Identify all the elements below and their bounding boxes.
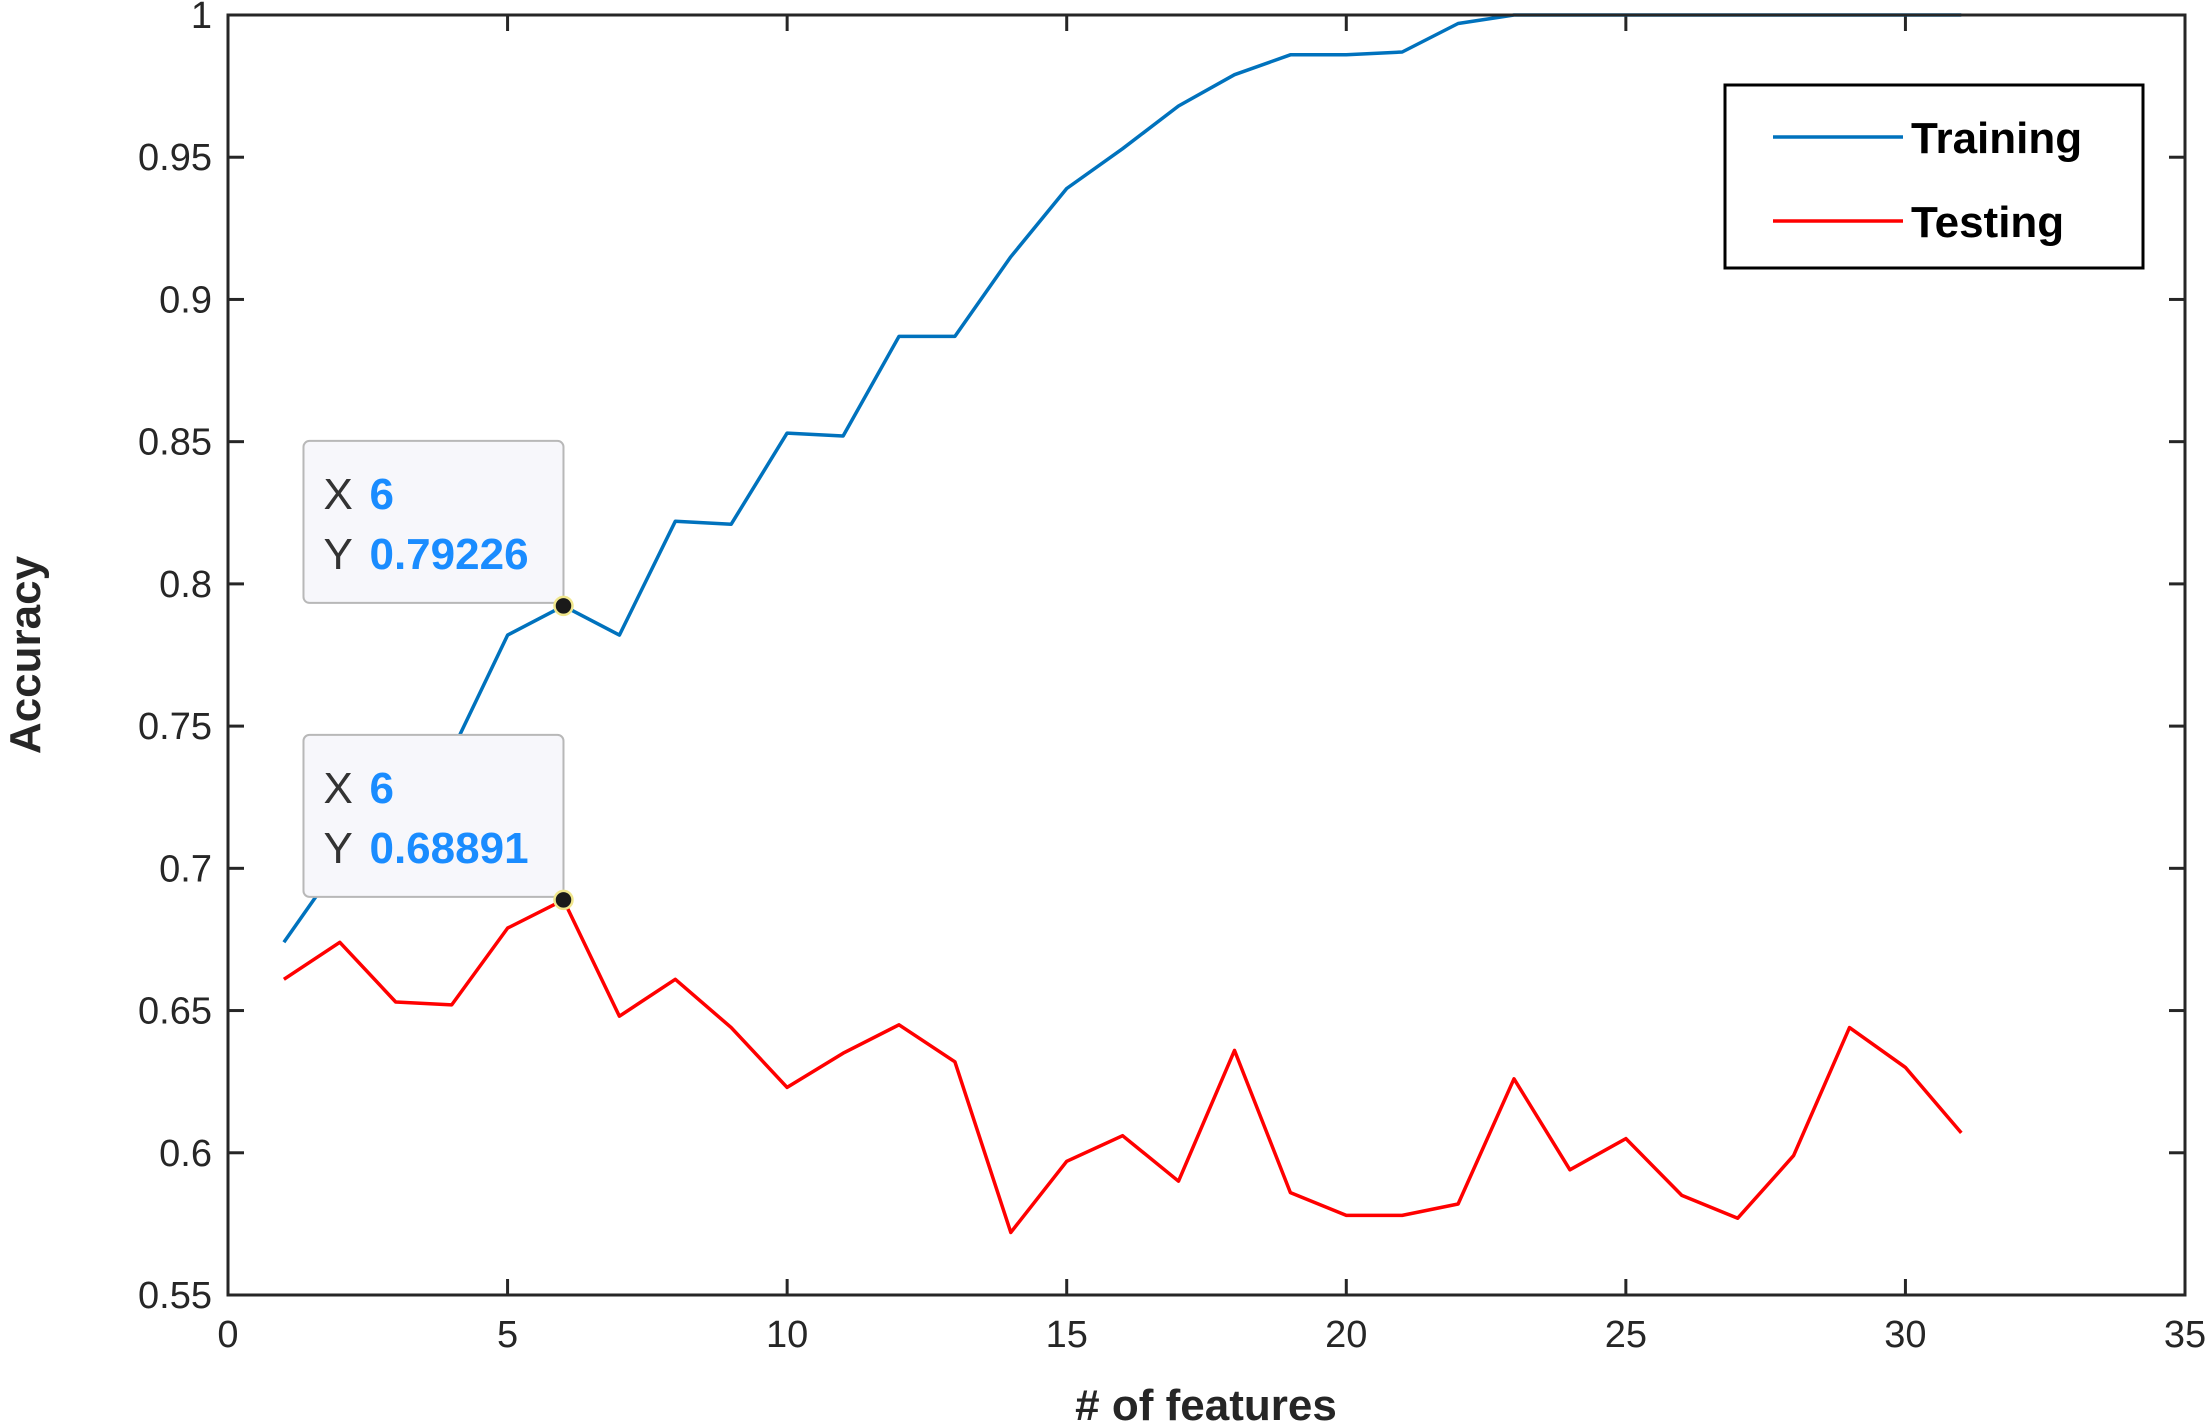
y-tick-label: 0.65 [138,991,212,1033]
x-tick-label: 20 [1325,1314,1367,1356]
data-tip[interactable]: X 6Y 0.68891 [302,733,574,911]
x-axis-title: # of features [1075,1381,1337,1425]
data-tip-box [302,439,565,604]
y-axis-title: Accuracy [1,555,50,754]
data-tip-y-value: 0.68891 [369,824,528,873]
data-tip-marker[interactable] [553,595,574,617]
legend-label-training: Training [1911,114,2082,163]
data-tip-y-value: 0.79226 [369,530,528,579]
x-tick-label: 5 [497,1314,518,1356]
x-tick-label: 15 [1046,1314,1088,1356]
x-tick-label: 0 [217,1314,238,1356]
y-tick-label: 0.6 [159,1133,212,1175]
data-tip-x-label: X [323,470,352,519]
legend: Training Testing [1723,83,2145,270]
data-tip-marker[interactable] [553,889,574,911]
y-tick-label: 0.75 [138,706,212,748]
y-tick-label: 0.55 [138,1275,212,1317]
y-tick-label: 0.9 [159,279,212,321]
plot-frame [226,13,2187,1297]
legend-box [1723,83,2145,270]
data-tip-x-value: 6 [369,470,393,519]
data-tip-y-label: Y [323,824,352,873]
data-tip-x-label: X [323,764,352,813]
y-tick-label: 0.85 [138,422,212,464]
x-tick-label: 10 [766,1314,808,1356]
data-tip-y-label: Y [323,530,352,579]
y-tick-label: 0.95 [138,137,212,179]
y-tick-label: 1 [191,0,212,37]
x-tick-label: 30 [1884,1314,1926,1356]
data-tip[interactable]: X 6Y 0.79226 [302,439,574,617]
axis-ticks: 0 5 10 15 20 25 30 35 0.55 0.6 0.65 0.7 0.75 0.8 0.85 0… [138,0,2205,1356]
y-tick-label: 0.8 [159,564,212,606]
x-tick-label: 25 [1605,1314,1647,1356]
y-tick-label: 0.7 [159,848,212,890]
x-tick-label: 35 [2164,1314,2205,1356]
data-tip-x-value: 6 [369,764,393,813]
legend-label-testing: Testing [1911,198,2064,247]
data-tip-box [302,733,565,898]
